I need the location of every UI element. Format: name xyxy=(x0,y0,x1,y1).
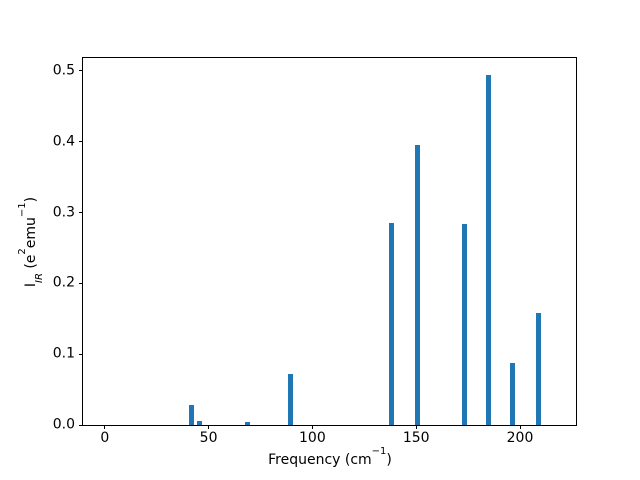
x-axis-label: Frequency (cm−1) xyxy=(268,446,392,468)
bar xyxy=(535,313,541,425)
y-tick-label: 0.1 xyxy=(52,345,75,362)
bar xyxy=(197,420,202,425)
y-tick-mark xyxy=(79,212,83,213)
y-tick-label: 0.3 xyxy=(52,203,75,220)
bar xyxy=(486,75,492,425)
bar xyxy=(287,374,293,425)
y-tick-mark xyxy=(79,141,83,143)
y-tick-mark xyxy=(79,70,83,72)
y-tick-label: 0.5 xyxy=(52,62,75,79)
y-tick-mark xyxy=(79,353,83,355)
y-tick-label: 0.4 xyxy=(52,132,75,149)
y-axis-label: IIR (e2emu−1) xyxy=(17,196,45,288)
x-tick-label: 0 xyxy=(100,430,110,446)
x-tick-mark xyxy=(311,425,313,429)
y-tick-label: 0.0 xyxy=(52,416,75,433)
x-tick-label: 150 xyxy=(402,430,430,446)
y-tick-label: 0.2 xyxy=(52,274,75,291)
x-tick-mark xyxy=(519,425,521,429)
x-tick-label: 100 xyxy=(299,430,326,446)
y-tick-mark xyxy=(79,424,83,426)
x-tick-label: 50 xyxy=(199,430,218,446)
y-tick-mark xyxy=(79,282,83,284)
bar xyxy=(461,223,467,425)
x-tick-mark xyxy=(415,425,417,429)
x-tick-mark xyxy=(104,425,106,429)
bar xyxy=(388,223,394,425)
x-tick-label: 200 xyxy=(506,430,534,446)
bar xyxy=(415,145,421,425)
x-tick-mark xyxy=(208,425,210,429)
bar xyxy=(244,422,250,425)
plot-area: 0 50 100 150 200 0.0 0.1 0.2 0.3 0.4 0.5 xyxy=(53,57,577,446)
bar xyxy=(510,363,516,425)
bar xyxy=(188,405,194,425)
